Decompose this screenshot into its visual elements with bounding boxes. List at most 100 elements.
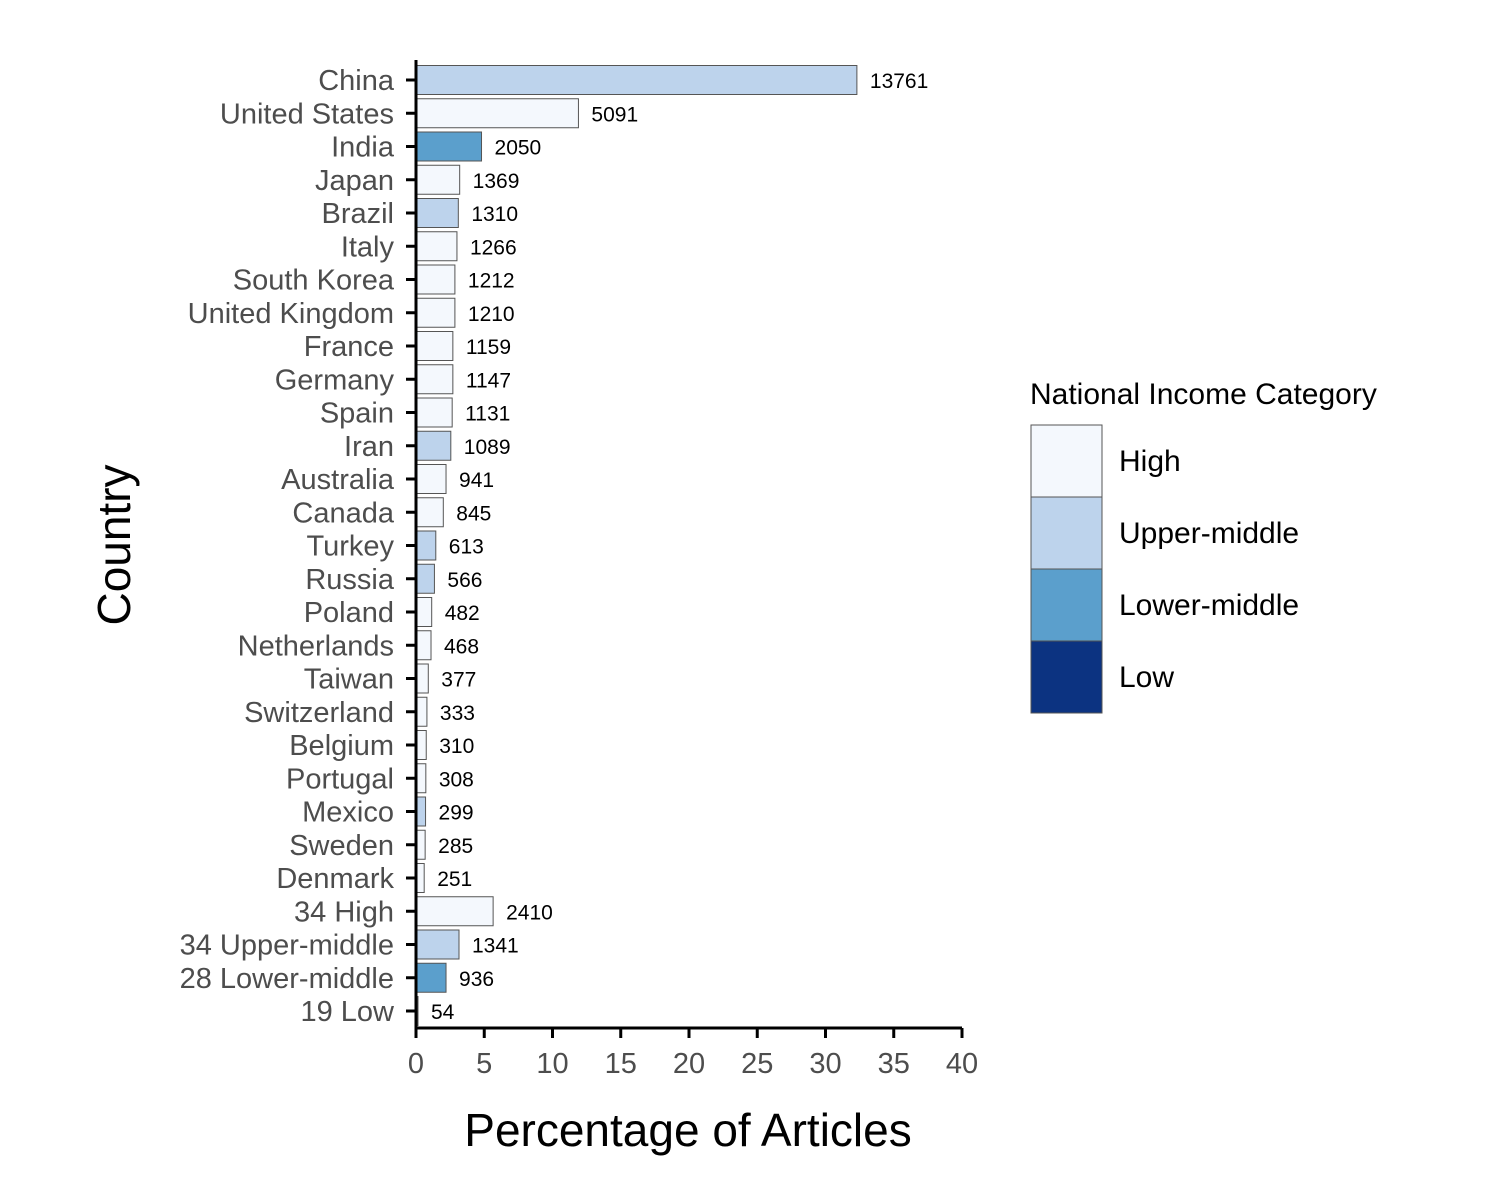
value-label-iran: 1089 xyxy=(464,436,511,459)
value-label-portugal: 308 xyxy=(439,768,474,791)
x-tick-label-30: 30 xyxy=(809,1048,841,1080)
bar-italy xyxy=(415,231,458,262)
y-tick-label-sweden: Sweden xyxy=(289,830,394,862)
bar-iran xyxy=(415,430,452,461)
value-label-netherlands: 468 xyxy=(444,635,479,658)
y-tick-label-italy: Italy xyxy=(341,231,395,263)
y-tick-label-28-lower-middle: 28 Lower-middle xyxy=(180,963,394,995)
value-label-south-korea: 1212 xyxy=(468,270,515,293)
x-tick-label-5: 5 xyxy=(476,1048,492,1080)
legend-label-upper-middle: Upper-middle xyxy=(1119,517,1299,550)
bar-brazil xyxy=(415,198,459,228)
y-tick-label-china: China xyxy=(318,65,395,97)
bar-united-states xyxy=(415,98,579,129)
y-tick-label-switzerland: Switzerland xyxy=(244,697,394,729)
x-tick-label-35: 35 xyxy=(878,1048,910,1080)
y-tick-label-34-upper-middle: 34 Upper-middle xyxy=(180,930,394,962)
y-tick-label-germany: Germany xyxy=(275,364,395,396)
value-label-spain: 1131 xyxy=(465,403,510,426)
value-label-australia: 941 xyxy=(459,469,494,492)
y-tick-label-spain: Spain xyxy=(320,398,394,430)
legend-key-low xyxy=(1030,640,1103,714)
bar-spain xyxy=(415,397,453,428)
bar-netherlands xyxy=(415,630,432,661)
y-tick-label-taiwan: Taiwan xyxy=(304,664,394,696)
value-label-switzerland: 333 xyxy=(440,702,475,725)
bar-28-lower-middle xyxy=(415,962,447,993)
value-label-34-high: 2410 xyxy=(506,901,553,924)
bar-australia xyxy=(415,464,447,494)
x-tick-label-0: 0 xyxy=(408,1048,424,1080)
x-tick-label-25: 25 xyxy=(741,1048,773,1080)
bar-canada xyxy=(415,497,444,528)
value-label-united-kingdom: 1210 xyxy=(468,303,515,326)
legend-label-lower-middle: Lower-middle xyxy=(1119,589,1299,622)
y-tick-label-south-korea: South Korea xyxy=(233,265,395,297)
y-tick-label-australia: Australia xyxy=(281,464,395,496)
y-tick-label-france: France xyxy=(304,331,394,363)
y-tick-label-belgium: Belgium xyxy=(289,730,394,762)
y-tick-label-brazil: Brazil xyxy=(321,198,394,230)
y-tick-label-iran: Iran xyxy=(344,431,394,463)
y-tick-label-united-kingdom: United Kingdom xyxy=(188,298,394,330)
y-tick-label-netherlands: Netherlands xyxy=(238,630,394,662)
y-tick-label-canada: Canada xyxy=(292,497,394,529)
value-label-france: 1159 xyxy=(466,336,511,359)
x-axis-title: Percentage of Articles xyxy=(464,1104,911,1156)
x-tick-label-40: 40 xyxy=(946,1048,978,1080)
bar-germany xyxy=(415,364,454,395)
legend-title: National Income Category xyxy=(1030,378,1377,411)
bar-switzerland xyxy=(415,696,428,727)
bar-poland xyxy=(415,597,433,627)
value-label-19-low: 54 xyxy=(431,1001,455,1024)
bar-taiwan xyxy=(415,663,429,694)
value-label-denmark: 251 xyxy=(437,868,472,891)
value-label-mexico: 299 xyxy=(439,802,474,825)
y-tick-label-russia: Russia xyxy=(305,564,395,596)
value-label-canada: 845 xyxy=(456,502,491,525)
y-tick-label-mexico: Mexico xyxy=(302,797,394,829)
legend-key-lower-middle xyxy=(1030,568,1103,642)
x-tick-label-10: 10 xyxy=(536,1048,568,1080)
legend-key-high xyxy=(1030,424,1103,498)
value-label-germany: 1147 xyxy=(466,369,511,392)
value-label-belgium: 310 xyxy=(439,735,474,758)
bars-group: 13761 5091 2050 1369 1310 1266 1212 1210 1159 114… xyxy=(415,65,928,1026)
y-tick-label-turkey: Turkey xyxy=(306,531,394,563)
legend-key-upper-middle xyxy=(1030,496,1103,570)
y-tick-label-india: India xyxy=(331,132,395,164)
bar-japan xyxy=(415,164,461,195)
bar-34-high xyxy=(415,896,494,927)
x-tick-label-15: 15 xyxy=(605,1048,637,1080)
bar-south-korea xyxy=(415,264,456,295)
value-label-japan: 1369 xyxy=(473,170,520,193)
value-label-34-upper-middle: 1341 xyxy=(472,935,519,958)
legend-label-high: High xyxy=(1119,445,1181,478)
bar-france xyxy=(415,331,454,361)
y-tick-label-japan: Japan xyxy=(315,165,394,197)
value-label-taiwan: 377 xyxy=(441,669,476,692)
y-tick-label-portugal: Portugal xyxy=(286,763,394,795)
legend-label-low: Low xyxy=(1119,661,1174,694)
bar-china xyxy=(415,65,858,95)
value-label-india: 2050 xyxy=(495,137,542,160)
y-tick-label-34-high: 34 High xyxy=(294,896,394,928)
value-label-united-states: 5091 xyxy=(591,103,638,126)
y-tick-label-poland: Poland xyxy=(304,597,394,629)
x-tick-label-20: 20 xyxy=(673,1048,705,1080)
bar-united-kingdom xyxy=(415,297,456,328)
value-label-brazil: 1310 xyxy=(471,203,518,226)
bar-34-upper-middle xyxy=(415,929,460,960)
y-tick-label-denmark: Denmark xyxy=(276,863,394,895)
bar-india xyxy=(415,131,483,162)
bar-belgium xyxy=(415,730,427,760)
value-label-china: 13761 xyxy=(870,70,928,93)
legend: National Income Category High Upper-middl… xyxy=(1030,378,1377,714)
value-label-italy: 1266 xyxy=(470,236,517,259)
bar-russia xyxy=(415,563,435,594)
y-tick-label-united-states: United States xyxy=(220,98,394,130)
value-label-28-lower-middle: 936 xyxy=(459,968,494,991)
value-label-turkey: 613 xyxy=(449,536,484,559)
